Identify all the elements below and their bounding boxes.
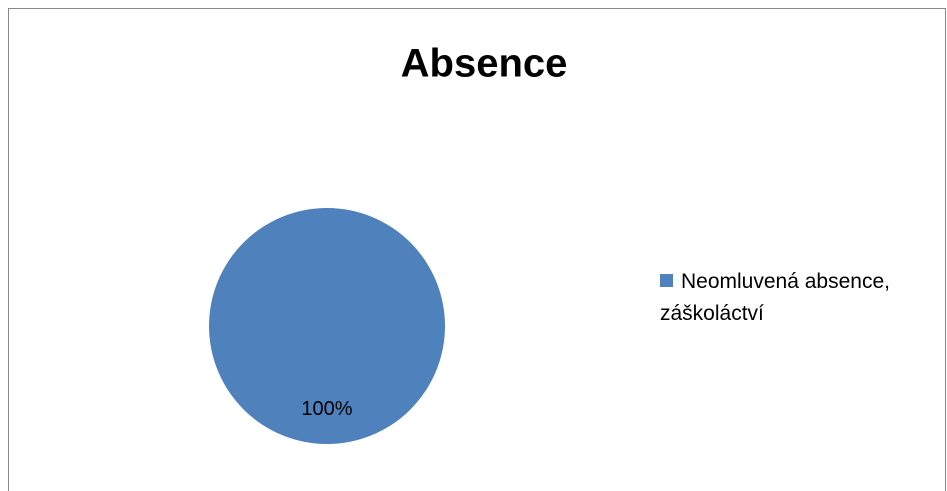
legend-swatch: [660, 274, 673, 287]
chart-title: Absence: [401, 42, 568, 86]
legend-label: Neomluvená absence, záškoláctví: [660, 270, 890, 325]
pie-slice: [209, 208, 445, 444]
data-label: 100%: [301, 398, 352, 420]
legend-item: Neomluvená absence, záškoláctví: [660, 266, 935, 330]
legend: Neomluvená absence, záškoláctví: [660, 266, 935, 330]
chart-frame: [8, 8, 946, 491]
